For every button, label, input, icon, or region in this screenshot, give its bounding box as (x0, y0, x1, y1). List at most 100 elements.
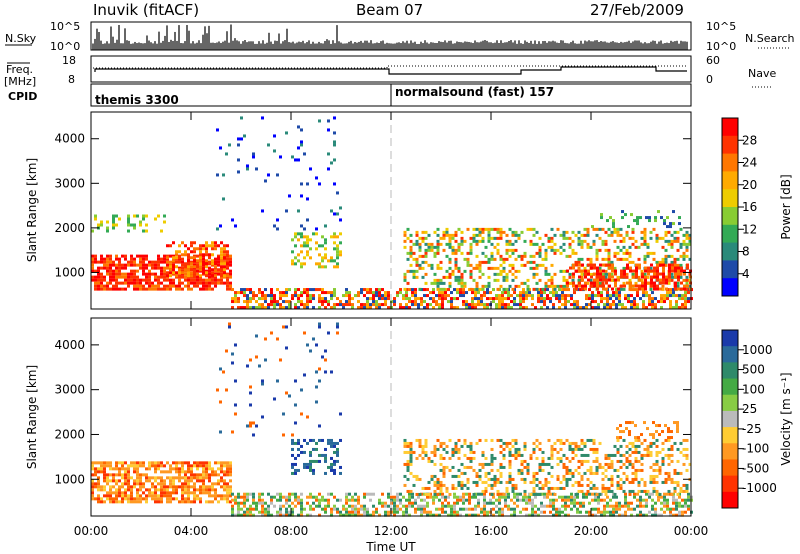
data-cell (649, 266, 653, 270)
data-cell (662, 275, 665, 279)
data-cell (544, 269, 548, 273)
data-cell (402, 504, 405, 508)
data-cell (507, 507, 510, 511)
data-cell (508, 239, 512, 243)
data-cell (97, 260, 100, 264)
data-cell (576, 507, 579, 511)
data-cell (634, 245, 638, 249)
data-cell (511, 444, 515, 448)
data-cell (483, 498, 486, 502)
data-cell (625, 248, 629, 252)
data-cell (550, 245, 554, 249)
data-cell (498, 300, 501, 304)
data-cell (662, 269, 665, 273)
data-cell (181, 271, 184, 275)
data-cell (297, 501, 300, 505)
data-cell (561, 495, 564, 499)
data-cell (607, 486, 611, 490)
data-cell (499, 462, 503, 466)
data-cell (97, 281, 100, 285)
data-cell (622, 251, 626, 255)
data-cell (240, 116, 243, 120)
data-cell (94, 284, 97, 288)
data-cell (169, 464, 172, 468)
data-cell (591, 291, 594, 295)
data-cell (348, 300, 351, 304)
data-cell (547, 278, 551, 282)
data-cell (255, 507, 258, 511)
data-cell (436, 278, 440, 282)
data-cell (231, 492, 234, 496)
data-cell (645, 291, 648, 295)
data-cell (687, 504, 690, 508)
data-cell (633, 495, 636, 499)
data-cell (424, 492, 428, 496)
data-cell (249, 421, 252, 425)
data-cell (535, 456, 539, 460)
data-cell (616, 251, 620, 255)
data-cell (670, 459, 674, 463)
data-cell (418, 236, 422, 240)
data-cell (423, 306, 426, 310)
data-cell (474, 297, 477, 301)
data-cell (414, 507, 417, 511)
data-cell (438, 294, 441, 298)
data-cell (604, 492, 608, 496)
data-cell (118, 500, 121, 504)
data-cell (486, 306, 489, 310)
data-cell (538, 465, 542, 469)
data-cell (549, 501, 552, 505)
data-cell (547, 456, 551, 460)
data-cell (127, 467, 130, 471)
data-cell (453, 306, 456, 310)
data-cell (226, 265, 229, 269)
data-cell (160, 266, 163, 270)
colorbar-tick-label: 16 (742, 200, 757, 214)
data-cell (606, 501, 609, 505)
data-cell (160, 488, 163, 492)
data-cell (202, 464, 205, 468)
data-cell (333, 495, 336, 499)
data-cell (591, 294, 594, 298)
data-cell (139, 260, 142, 264)
data-cell (133, 464, 136, 468)
data-cell (142, 485, 145, 489)
data-cell (243, 501, 246, 505)
data-cell (160, 479, 163, 483)
data-cell (643, 272, 647, 276)
data-cell (157, 260, 160, 264)
data-cell (94, 461, 97, 465)
data-cell (457, 474, 461, 478)
data-cell (106, 482, 109, 486)
data-cell (231, 510, 234, 514)
data-cell (139, 281, 142, 285)
data-cell (309, 300, 312, 304)
data-cell (220, 470, 223, 474)
data-cell (412, 474, 416, 478)
data-cell (223, 473, 226, 477)
data-cell (602, 263, 605, 267)
data-cell (553, 248, 557, 252)
data-cell (237, 507, 240, 511)
data-cell (354, 507, 357, 511)
data-cell (520, 257, 524, 261)
data-cell (603, 507, 606, 511)
data-cell (453, 510, 456, 514)
data-cell (109, 278, 112, 282)
data-cell (330, 438, 333, 442)
data-cell (415, 275, 419, 279)
data-cell (685, 245, 689, 249)
data-cell (466, 260, 470, 264)
data-cell (673, 468, 677, 472)
data-cell (544, 462, 548, 466)
data-cell (127, 275, 130, 279)
data-cell (220, 494, 223, 498)
data-cell (300, 250, 303, 254)
data-cell (402, 306, 405, 310)
data-cell (546, 492, 549, 496)
data-cell (562, 230, 566, 234)
data-cell (658, 236, 662, 240)
y-tick-label: 1000 (54, 472, 85, 486)
data-cell (309, 468, 312, 472)
data-cell (333, 116, 336, 120)
